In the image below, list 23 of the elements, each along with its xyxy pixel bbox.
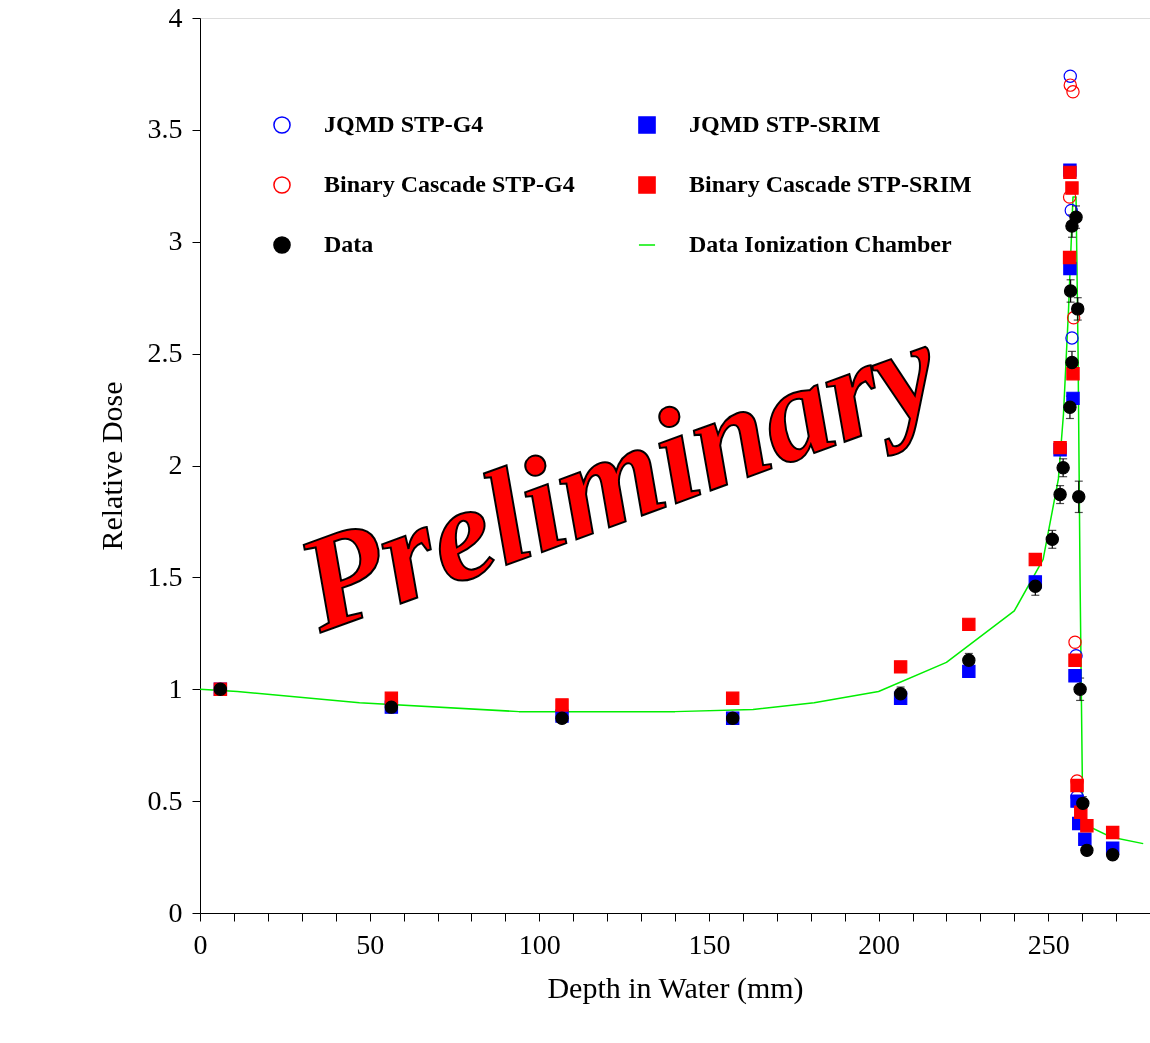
y-tick-label: 1.5 [147, 560, 183, 592]
y-tick-label: 4 [168, 1, 183, 33]
legend-label: Binary Cascade STP-G4 [324, 171, 575, 197]
x-tick-label: 250 [1027, 928, 1070, 960]
y-tick-label: 0 [168, 896, 183, 928]
y-tick-label: 3.5 [147, 113, 183, 145]
y-tick-label: 3 [168, 225, 183, 257]
y-tick-label: 1 [168, 672, 183, 704]
legend-label: JQMD STP-SRIM [689, 111, 881, 137]
x-tick-label: 0 [193, 928, 208, 960]
y-tick-label: 2.5 [147, 337, 183, 369]
legend-label: JQMD STP-G4 [324, 111, 484, 137]
y-tick-label: 2 [168, 449, 183, 480]
legend-label: Binary Cascade STP-SRIM [689, 171, 972, 197]
x-axis-title: Depth in Water (mm) [547, 970, 804, 1005]
y-axis-title: Relative Dose [94, 381, 128, 551]
x-tick-label: 200 [858, 928, 901, 960]
x-tick-label: 50 [356, 928, 385, 960]
y-tick-label: 0.5 [147, 784, 183, 816]
legend-label: Data [324, 231, 374, 257]
x-tick-label: 100 [518, 928, 561, 960]
legend-label: Data Ionization Chamber [689, 231, 953, 257]
x-tick-label: 150 [688, 928, 731, 960]
